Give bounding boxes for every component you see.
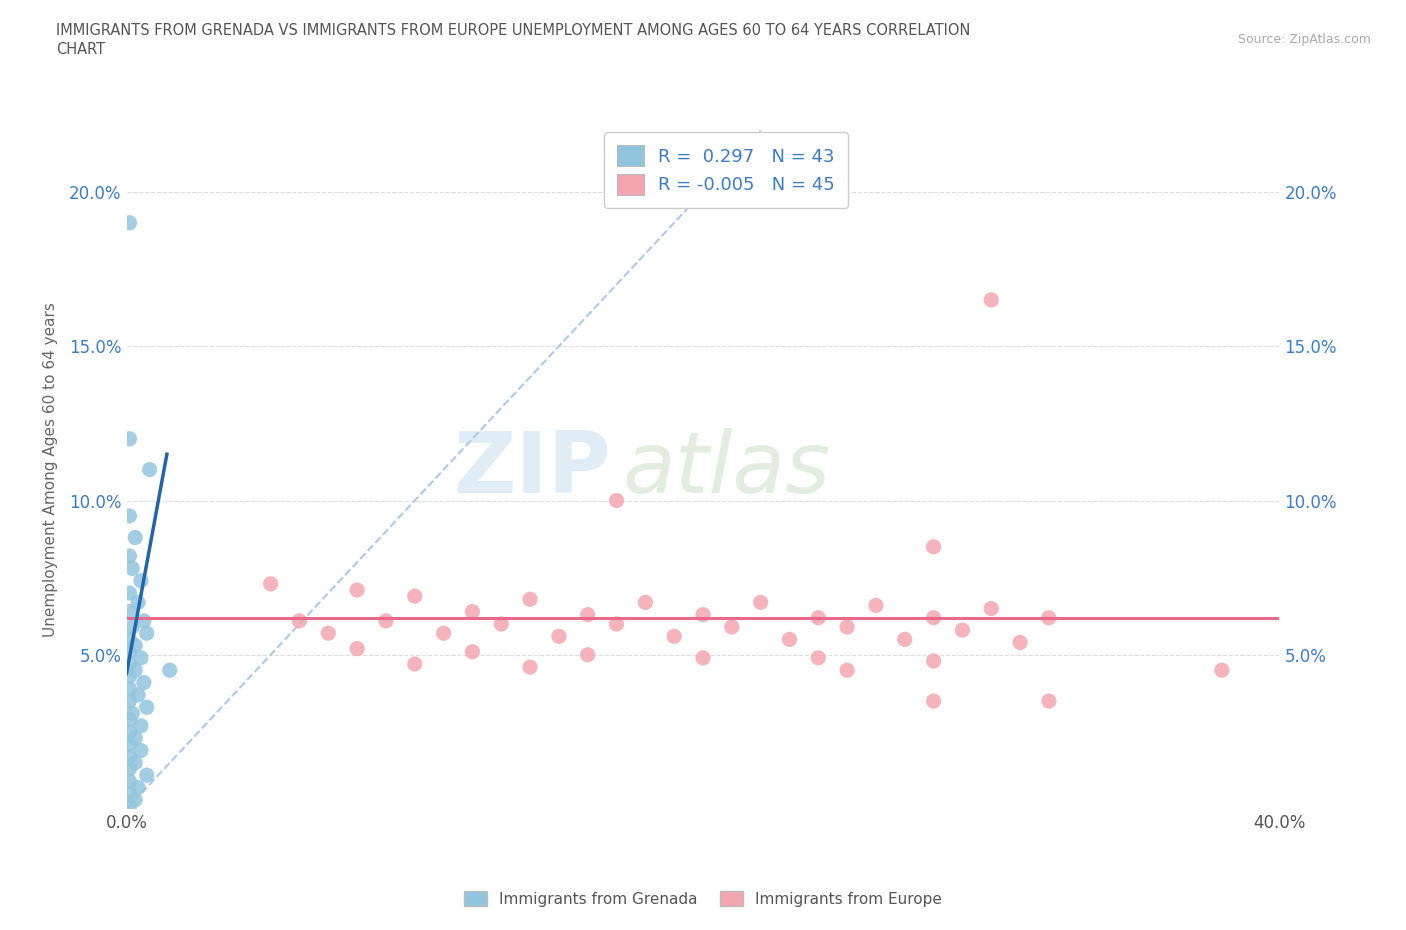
- Point: [135, 768, 157, 783]
- Point: [1038, 610, 1060, 625]
- Point: [135, 699, 157, 714]
- Point: [124, 792, 146, 807]
- Point: [1038, 694, 1060, 709]
- Point: [124, 663, 146, 678]
- Point: [129, 718, 152, 733]
- Point: [159, 663, 181, 678]
- Point: [664, 629, 686, 644]
- Point: [259, 577, 281, 591]
- Point: [118, 786, 141, 801]
- Text: Source: ZipAtlas.com: Source: ZipAtlas.com: [1237, 33, 1371, 46]
- Point: [922, 539, 945, 554]
- Point: [121, 561, 143, 576]
- Point: [118, 762, 141, 777]
- Point: [548, 629, 571, 644]
- Point: [807, 650, 830, 665]
- Point: [980, 292, 1002, 307]
- Text: ZIP: ZIP: [453, 428, 610, 512]
- Point: [634, 595, 657, 610]
- Point: [118, 774, 141, 789]
- Point: [807, 610, 830, 625]
- Point: [127, 687, 149, 702]
- Point: [127, 595, 149, 610]
- Point: [318, 626, 340, 641]
- Point: [118, 549, 141, 564]
- Point: [118, 669, 141, 684]
- Point: [124, 755, 146, 770]
- Point: [129, 650, 152, 665]
- Point: [118, 750, 141, 764]
- Point: [124, 731, 146, 746]
- Point: [461, 644, 484, 659]
- Point: [1008, 635, 1031, 650]
- Point: [519, 659, 541, 674]
- Point: [118, 216, 141, 231]
- Point: [950, 623, 973, 638]
- Point: [118, 644, 141, 659]
- Point: [605, 493, 627, 508]
- Point: [922, 654, 945, 669]
- Point: [1211, 663, 1233, 678]
- Point: [374, 614, 398, 629]
- Point: [118, 737, 141, 751]
- Point: [118, 432, 141, 446]
- Point: [118, 799, 141, 814]
- Text: CHART: CHART: [56, 42, 105, 57]
- Point: [132, 614, 155, 629]
- Point: [894, 632, 917, 647]
- Point: [124, 530, 146, 545]
- Point: [720, 619, 742, 634]
- Point: [118, 694, 141, 709]
- Point: [576, 647, 599, 662]
- Point: [404, 589, 426, 604]
- Point: [835, 663, 858, 678]
- Point: [865, 598, 887, 613]
- Point: [127, 780, 149, 795]
- Point: [129, 743, 152, 758]
- Text: atlas: atlas: [623, 428, 831, 512]
- Point: [779, 632, 801, 647]
- Point: [922, 694, 945, 709]
- Point: [980, 601, 1002, 616]
- Point: [346, 641, 368, 656]
- Point: [118, 682, 141, 697]
- Point: [749, 595, 772, 610]
- Point: [121, 706, 143, 721]
- Point: [461, 604, 484, 619]
- Point: [288, 614, 311, 629]
- Y-axis label: Unemployment Among Ages 60 to 64 years: Unemployment Among Ages 60 to 64 years: [44, 302, 58, 637]
- Legend: Immigrants from Grenada, Immigrants from Europe: Immigrants from Grenada, Immigrants from…: [457, 885, 949, 913]
- Point: [138, 462, 160, 477]
- Point: [576, 607, 599, 622]
- Point: [135, 626, 157, 641]
- Point: [118, 724, 141, 739]
- Text: IMMIGRANTS FROM GRENADA VS IMMIGRANTS FROM EUROPE UNEMPLOYMENT AMONG AGES 60 TO : IMMIGRANTS FROM GRENADA VS IMMIGRANTS FR…: [56, 23, 970, 38]
- Point: [922, 610, 945, 625]
- Point: [433, 626, 456, 641]
- Point: [605, 617, 627, 631]
- Point: [692, 607, 714, 622]
- Point: [118, 712, 141, 727]
- Point: [129, 573, 152, 588]
- Legend: R =  0.297   N = 43, R = -0.005   N = 45: R = 0.297 N = 43, R = -0.005 N = 45: [605, 132, 848, 207]
- Point: [118, 604, 141, 619]
- Point: [132, 675, 155, 690]
- Point: [121, 619, 143, 634]
- Point: [118, 657, 141, 671]
- Point: [404, 657, 426, 671]
- Point: [124, 638, 146, 653]
- Point: [118, 586, 141, 601]
- Point: [692, 650, 714, 665]
- Point: [835, 619, 858, 634]
- Point: [118, 632, 141, 647]
- Point: [118, 509, 141, 524]
- Point: [519, 591, 541, 606]
- Point: [489, 617, 512, 631]
- Point: [346, 582, 368, 597]
